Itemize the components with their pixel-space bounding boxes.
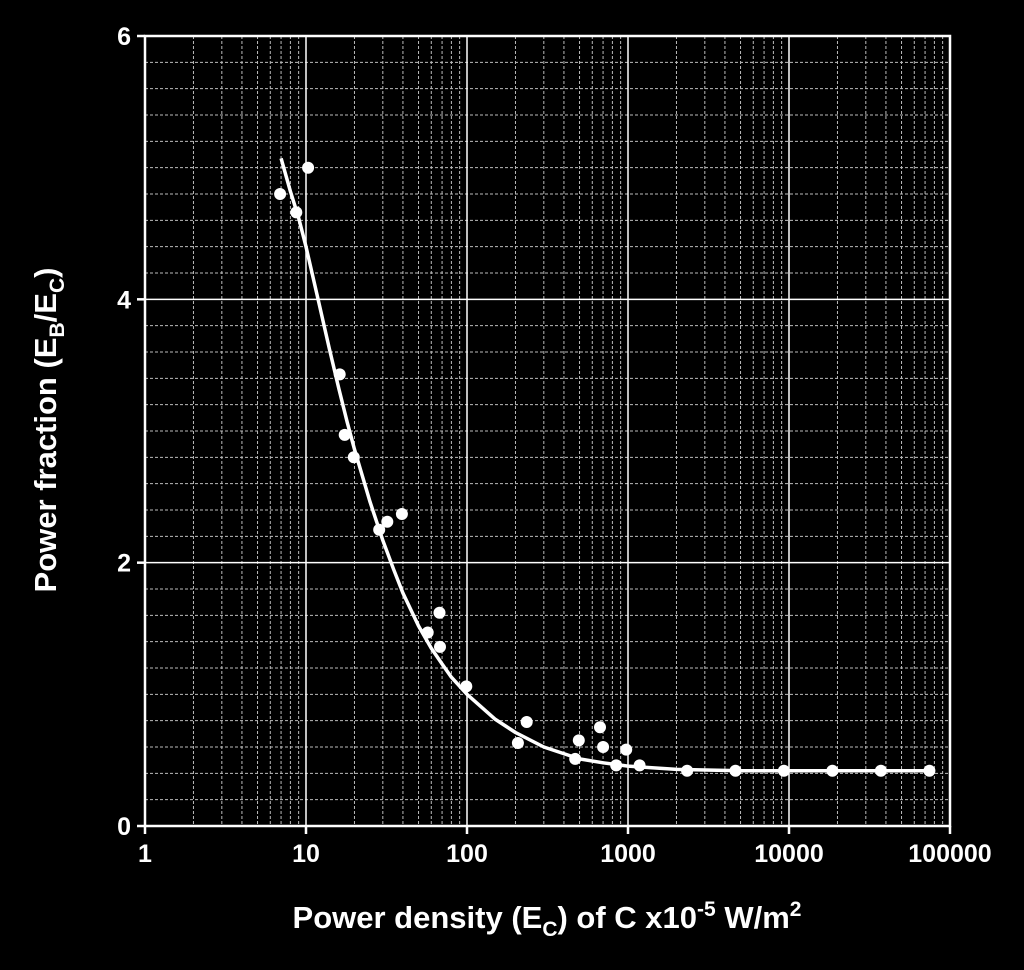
y-axis-ticks: 0 2 4 6 [117,23,145,841]
y-tick-label: 6 [117,23,131,51]
x-tick-label: 100 [446,840,488,868]
x-tick-label: 10000 [754,840,824,868]
data-point [460,680,473,693]
data-point [633,759,646,772]
x-tick-label: 10 [292,840,320,868]
data-point [338,428,351,441]
data-point [520,716,533,728]
data-points [274,161,936,777]
data-point [594,721,606,734]
data-point [874,764,887,777]
x-axis-ticks: 1 10 100 1000 10000 100000 [138,826,992,868]
y-tick-label: 2 [117,550,131,578]
data-point [290,206,303,219]
plot-frame [143,34,952,828]
data-point [302,161,315,174]
y-tick-label: 0 [117,813,131,841]
data-point [395,508,408,520]
data-point [597,741,610,753]
x-tick-label: 1 [138,840,152,868]
data-point [681,764,694,777]
data-point [569,752,582,765]
data-point [381,515,394,528]
data-point [610,759,623,772]
plot-border [143,34,952,828]
data-point [274,188,287,200]
data-point [777,764,790,777]
data-point [620,743,633,756]
y-tick-label: 4 [117,286,131,314]
grid [144,35,951,827]
data-point [434,640,446,653]
x-tick-label: 100000 [908,840,991,868]
y-axis-title: Power fraction (EB/EC) [28,268,69,593]
data-point [433,606,446,619]
x-tick-label: 1000 [600,840,656,868]
data-point [333,368,346,381]
data-point [511,737,524,749]
data-point [729,764,742,777]
data-point [826,764,839,777]
data-point [923,764,936,777]
data-point [421,626,434,639]
x-axis-title: Power density (EC) of C x10-5 W/m2 [293,898,802,941]
data-point [373,523,386,536]
data-point [347,451,360,464]
data-point [572,734,585,747]
